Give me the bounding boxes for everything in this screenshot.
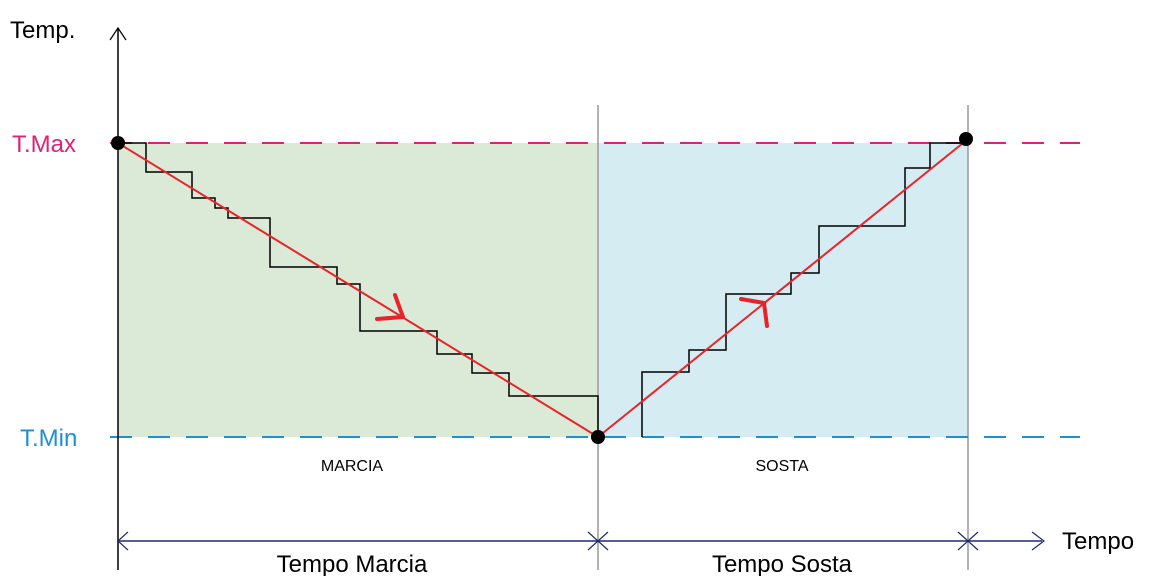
- marcia-phase-label: MARCIA: [321, 458, 384, 475]
- tempo-sosta-label: Tempo Sosta: [712, 551, 853, 576]
- ramp-line-sosta: [597, 138, 969, 438]
- min-point-dot: [591, 430, 605, 444]
- direction-arrow-up-icon: [739, 297, 769, 328]
- y-axis-arrow-icon: [109, 26, 127, 41]
- cycle-end-right-arrowhead-icon: [967, 531, 979, 551]
- tmax-label: T.Max: [12, 131, 76, 158]
- marcia-start-arrowhead-icon: [117, 531, 129, 551]
- end-point-dot: [959, 132, 973, 146]
- sosta-phase-label: SOSTA: [755, 458, 808, 475]
- x-axis-label: Tempo: [1062, 528, 1134, 555]
- sosta-start-arrowhead-icon: [597, 531, 609, 551]
- direction-arrow-down-icon: [375, 293, 405, 321]
- tempo-marcia-label: Tempo Marcia: [277, 551, 428, 576]
- tmin-label: T.Min: [20, 425, 77, 452]
- ramp-line-marcia: [117, 142, 599, 438]
- x-axis-arrow-icon: [1031, 531, 1045, 551]
- y-axis-label: Temp.: [10, 17, 75, 44]
